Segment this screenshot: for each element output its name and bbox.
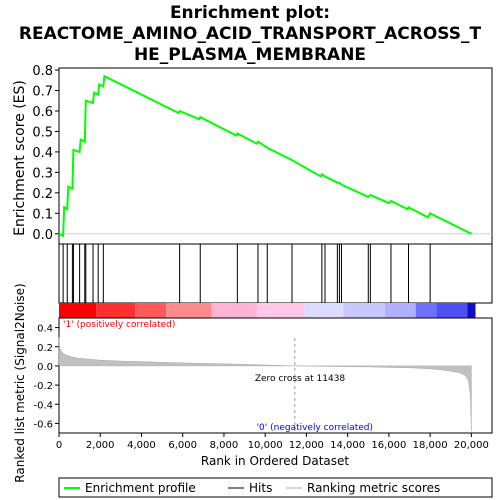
hit-markers <box>62 244 431 303</box>
x-tick-label: 4,000 <box>127 440 156 451</box>
es-panel-frame <box>58 67 493 245</box>
color-bar-segment <box>415 303 437 318</box>
x-tick-label: 12,000 <box>289 440 324 451</box>
x-tick-label: 16,000 <box>371 440 406 451</box>
legend-box <box>58 477 493 498</box>
metric-y-axis-label: Ranked list metric (Signal2Noise) <box>13 283 27 482</box>
es-y-tick-label: 0.1 <box>32 207 53 222</box>
es-y-tick-label: 0.4 <box>32 146 53 161</box>
color-bar-segment <box>304 303 344 318</box>
metric-y-tick-label: -0.2 <box>33 381 53 392</box>
x-tick-label: 0 <box>56 440 62 451</box>
es-y-tick-label: 0.3 <box>32 166 53 181</box>
legend-enrichment-profile: Enrichment profile <box>85 481 196 495</box>
color-bar-segment <box>166 303 212 318</box>
metric-y-tick-label: 0.4 <box>37 324 53 335</box>
metric-y-tick-label: -0.4 <box>33 400 53 411</box>
chart-title-line2: REACTOME_AMINO_ACID_TRANSPORT_ACROSS_T <box>19 24 482 44</box>
metric-y-tick-label: 0.2 <box>37 343 53 354</box>
x-tick-label: 6,000 <box>168 440 197 451</box>
x-tick-label: 2,000 <box>86 440 115 451</box>
color-bar-segment <box>436 303 468 318</box>
enrichment-profile-line <box>58 74 472 238</box>
es-y-axis-label: Enrichment score (ES) <box>12 80 28 236</box>
es-axis-ticks: 0.0 0.1 0.2 0.3 0.4 0.5 0.6 0.7 0.8 <box>32 64 492 243</box>
x-axis-ticks: 0 2,000 4,000 6,000 8,000 10,000 12,000 14,000 1… <box>56 433 489 451</box>
color-bar-segment <box>59 303 97 318</box>
color-bar-segment <box>343 303 385 318</box>
x-tick-label: 20,000 <box>454 440 489 451</box>
legend-hits: Hits <box>249 481 272 495</box>
chart-title-line1: Enrichment plot: <box>170 3 330 23</box>
metric-y-tick-label: 0.0 <box>37 362 53 373</box>
metric-y-tick-label: -0.6 <box>33 419 53 430</box>
x-tick-label: 10,000 <box>248 440 283 451</box>
metric-panel-frame <box>58 317 493 434</box>
color-bar-segment <box>96 303 136 318</box>
x-tick-label: 18,000 <box>413 440 448 451</box>
es-y-tick-label: 0.2 <box>32 187 53 202</box>
color-bar-segment <box>211 303 257 318</box>
positive-correlation-label: '1' (positively correlated) <box>63 320 175 330</box>
color-bar-segment <box>467 303 476 318</box>
ranked-list-color-bar <box>59 303 476 318</box>
ranking-metric-area <box>58 337 472 432</box>
x-tick-label: 14,000 <box>330 440 365 451</box>
negative-correlation-label: '0' (negatively correlated) <box>257 423 373 433</box>
color-bar-segment <box>135 303 167 318</box>
es-y-tick-label: 0.8 <box>32 64 53 79</box>
x-axis-label: Rank in Ordered Dataset <box>201 454 349 468</box>
x-tick-label: 8,000 <box>210 440 239 451</box>
es-y-tick-label: 0.5 <box>32 125 53 140</box>
es-y-tick-label: 0.0 <box>32 228 53 243</box>
es-y-tick-label: 0.6 <box>32 105 53 120</box>
zero-cross-label: Zero cross at 11438 <box>255 374 346 384</box>
legend-ranking-metric-scores: Ranking metric scores <box>307 481 440 495</box>
es-y-tick-label: 0.7 <box>32 85 53 100</box>
color-bar-segment <box>384 303 416 318</box>
hits-panel-frame <box>58 243 493 304</box>
chart-title-line3: HE_PLASMA_MEMBRANE <box>134 45 366 65</box>
color-bar-segment <box>256 303 305 318</box>
metric-axis-ticks: -0.6 -0.4 -0.2 0.0 0.2 0.4 <box>33 324 59 430</box>
